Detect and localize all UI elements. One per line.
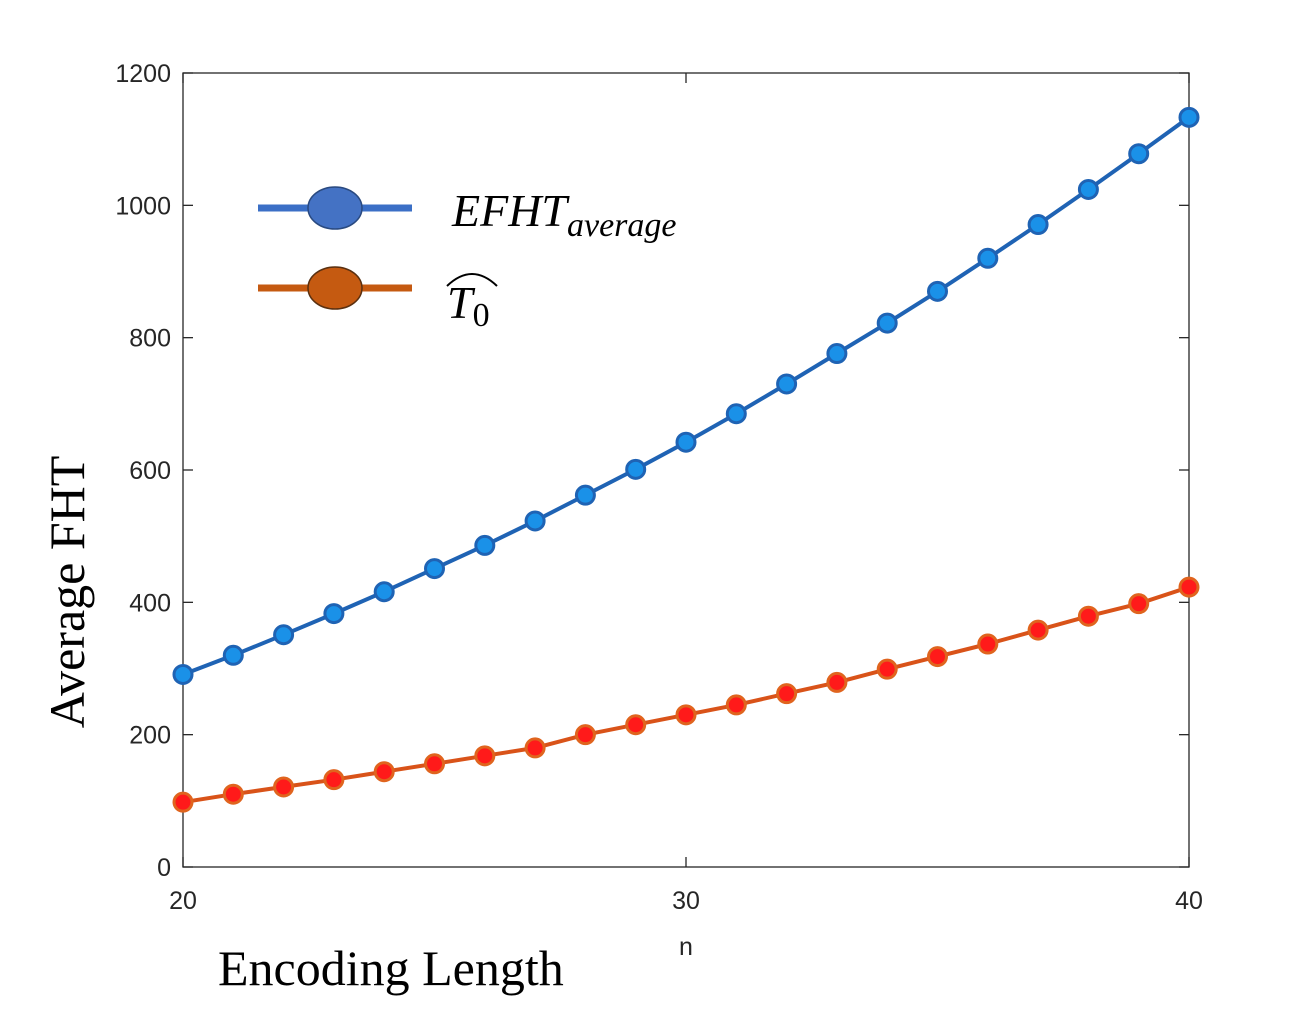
data-point — [927, 646, 948, 668]
data-point — [927, 280, 948, 302]
data-point — [776, 373, 798, 395]
legend: EFHTaverage T0 — [258, 185, 677, 334]
data-point — [273, 624, 295, 646]
data-point — [524, 510, 546, 532]
data-point — [1128, 143, 1150, 165]
data-point — [625, 458, 647, 480]
series-0 — [172, 106, 1200, 685]
data-point — [1027, 619, 1049, 641]
data-point — [1077, 605, 1099, 627]
data-point — [725, 403, 747, 425]
y-tick-label: 200 — [129, 722, 171, 750]
y-tick-label: 1200 — [115, 60, 171, 88]
data-point — [474, 534, 496, 556]
y-tick-label: 0 — [157, 854, 171, 882]
data-point — [625, 714, 647, 736]
data-point — [876, 658, 898, 680]
data-point — [524, 737, 546, 759]
x-tick-label: 30 — [672, 887, 700, 915]
data-point — [323, 769, 345, 791]
legend-marker-efht — [307, 186, 363, 230]
data-point — [675, 704, 697, 726]
legend-label-t0-main: T — [447, 277, 476, 328]
x-tick-label: 20 — [169, 887, 197, 915]
y-tick-label: 1000 — [115, 192, 171, 220]
legend-label-t0: T0 — [447, 277, 490, 334]
data-point — [574, 484, 596, 506]
data-point — [424, 558, 445, 580]
data-point — [474, 745, 496, 767]
data-point — [222, 783, 244, 805]
legend-label-efht-main: EFHT — [451, 185, 570, 236]
x-axis-annotation-label: Encoding Length — [218, 940, 564, 996]
y-axis-label: Average FHT — [39, 456, 95, 729]
data-point — [1077, 178, 1099, 200]
legend-hat-t0 — [446, 273, 498, 287]
x-axis-label: n — [679, 933, 693, 961]
data-point — [323, 603, 345, 625]
plot-axes: 0 200 400 600 800 1000 1200 20 30 40 — [115, 60, 1203, 915]
legend-label-t0-subscript: 0 — [473, 297, 490, 334]
data-point — [826, 343, 848, 365]
series-1 — [172, 576, 1200, 813]
data-point — [172, 663, 194, 685]
y-tick-label: 800 — [129, 325, 171, 353]
data-point — [776, 683, 798, 705]
legend-marker-t0 — [307, 266, 363, 310]
data-point — [574, 724, 596, 746]
data-point — [876, 312, 898, 334]
data-point — [977, 247, 999, 269]
data-point — [826, 671, 848, 693]
series-layer — [172, 106, 1200, 813]
data-point — [725, 694, 747, 716]
data-point — [373, 581, 395, 603]
x-tick-label: 40 — [1175, 887, 1203, 915]
data-point — [222, 644, 244, 666]
data-point — [675, 431, 697, 453]
data-point — [1178, 106, 1200, 128]
data-point — [424, 753, 445, 775]
y-tick-label: 400 — [129, 589, 171, 617]
data-point — [273, 776, 295, 798]
data-point — [172, 791, 194, 813]
legend-label-efht-subscript: average — [567, 207, 677, 244]
data-point — [1128, 593, 1150, 615]
legend-label-efht: EFHTaverage — [451, 185, 677, 244]
data-point — [1178, 576, 1200, 598]
y-tick-label: 600 — [129, 457, 171, 485]
data-point — [1027, 214, 1049, 236]
data-point — [977, 633, 999, 655]
data-point — [373, 761, 395, 783]
